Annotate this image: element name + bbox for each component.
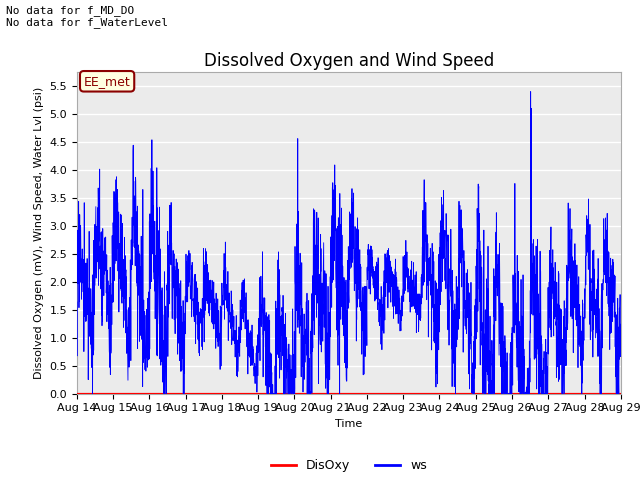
Y-axis label: Dissolved Oxygen (mV), Wind Speed, Water Lvl (psi): Dissolved Oxygen (mV), Wind Speed, Water… xyxy=(34,87,44,379)
X-axis label: Time: Time xyxy=(335,419,362,429)
Legend: DisOxy, ws: DisOxy, ws xyxy=(266,455,432,478)
Text: No data for f_MD_DO
No data for f_WaterLevel: No data for f_MD_DO No data for f_WaterL… xyxy=(6,5,168,28)
Text: EE_met: EE_met xyxy=(84,75,131,88)
Title: Dissolved Oxygen and Wind Speed: Dissolved Oxygen and Wind Speed xyxy=(204,52,494,71)
